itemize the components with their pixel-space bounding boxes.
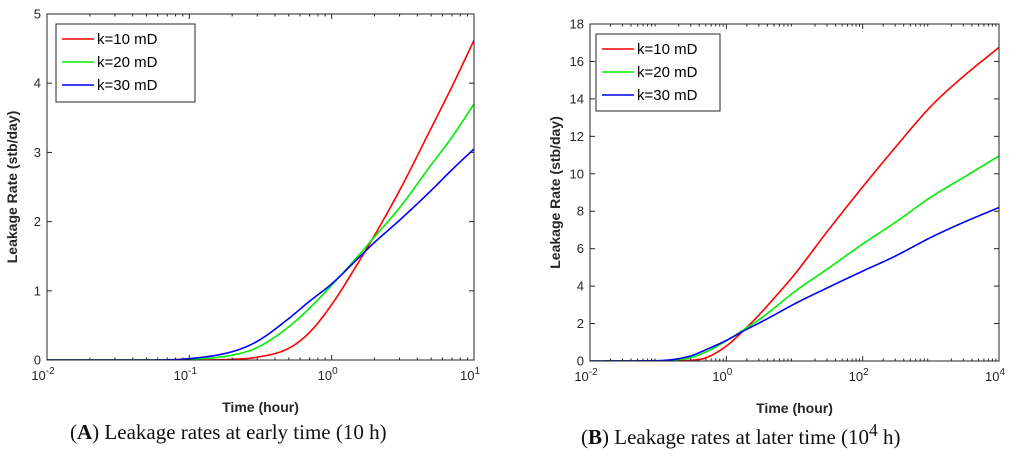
x-tick-exponent: -2 <box>589 367 598 378</box>
x-tick-base: 10 <box>31 368 45 383</box>
y-axis-title: Leakage Rate (stb/day) <box>547 116 563 269</box>
x-tick-exponent: 1 <box>474 366 480 377</box>
plot-frame <box>589 23 1000 362</box>
legend-label: k=10 mD <box>637 41 698 58</box>
y-axis-title: Leakage Rate (stb/day) <box>4 111 20 264</box>
y-tick-label: 18 <box>570 17 584 32</box>
x-tick-label: 102 <box>849 367 869 384</box>
x-tick-exponent: 4 <box>999 367 1005 378</box>
y-tick-label: 14 <box>570 91 584 106</box>
series-line-k-10-md <box>47 39 474 360</box>
plot-frame <box>46 13 475 361</box>
x-tick-base: 10 <box>460 368 474 383</box>
legend: k=10 mD k=20 mD k=30 mD <box>595 33 721 112</box>
x-tick-base: 10 <box>574 369 588 384</box>
x-tick-base: 10 <box>849 369 863 384</box>
x-tick-base: 10 <box>985 369 999 384</box>
caption-a: (A) Leakage rates at early time (10 h) <box>70 420 387 444</box>
series-line-k-10-md <box>590 46 999 361</box>
y-tick-label: 12 <box>570 129 584 144</box>
y-tick-label: 16 <box>570 54 584 69</box>
legend: k=10 mD k=20 mD k=30 mD <box>55 23 196 103</box>
x-tick-base: 10 <box>318 368 332 383</box>
legend-label: k=10 mD <box>97 31 158 48</box>
y-tick-label: 4 <box>34 76 41 91</box>
series-line-k-30-md <box>47 148 474 360</box>
x-tick-exponent: -2 <box>46 366 55 377</box>
legend-label: k=30 mD <box>97 77 158 94</box>
legend-label: k=20 mD <box>637 64 698 81</box>
x-tick-base: 10 <box>174 368 188 383</box>
legend-box <box>55 23 196 103</box>
x-tick-base: 10 <box>712 369 726 384</box>
y-tick-label: 4 <box>577 279 584 294</box>
legend-label: k=30 mD <box>637 87 698 104</box>
y-tick-label: 10 <box>570 166 584 181</box>
x-tick-exponent: -1 <box>188 366 197 377</box>
y-tick-label: 5 <box>34 7 41 22</box>
y-tick-label: 2 <box>34 214 41 229</box>
series-line-k-20-md <box>47 103 474 360</box>
x-tick-label: 10-1 <box>174 366 198 383</box>
y-tick-label: 0 <box>577 354 584 369</box>
x-tick-label: 104 <box>985 367 1005 384</box>
x-tick-exponent: 2 <box>863 367 869 378</box>
x-tick-label: 100 <box>318 366 338 383</box>
x-axis-title: Time (hour) <box>222 399 299 415</box>
y-tick-label: 6 <box>577 241 584 256</box>
y-tick-label: 3 <box>34 145 41 160</box>
x-tick-exponent: 0 <box>332 366 338 377</box>
y-tick-label: 2 <box>577 316 584 331</box>
x-tick-label: 10-2 <box>574 367 598 384</box>
x-tick-label: 101 <box>460 366 480 383</box>
x-axis-title: Time (hour) <box>756 400 833 416</box>
x-tick-label: 100 <box>712 367 732 384</box>
legend-label: k=20 mD <box>97 54 158 71</box>
y-tick-label: 8 <box>577 204 584 219</box>
x-tick-exponent: 0 <box>727 367 733 378</box>
x-tick-label: 10-2 <box>31 366 55 383</box>
y-tick-label: 0 <box>34 353 41 368</box>
y-tick-label: 1 <box>34 283 41 298</box>
caption-b: (B) Leakage rates at later time (104 h) <box>581 420 901 449</box>
